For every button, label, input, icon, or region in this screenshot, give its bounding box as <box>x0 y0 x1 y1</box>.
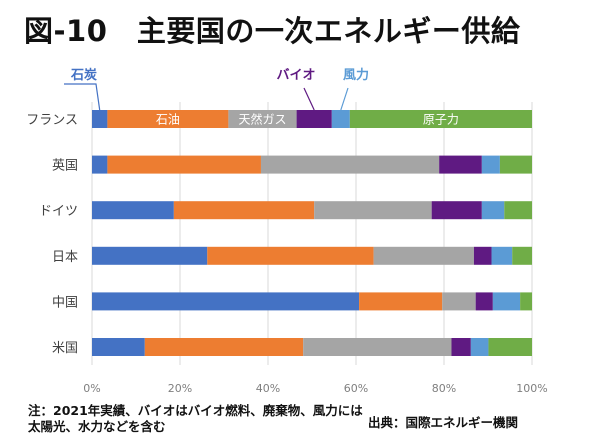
bar-segment <box>442 292 476 311</box>
category-label: 英国 <box>52 159 78 174</box>
x-tick-label: 20% <box>168 382 192 395</box>
category-label: フランス <box>26 113 78 128</box>
bar-segment <box>520 292 532 311</box>
bar-segment <box>349 110 532 128</box>
bar-segment <box>451 338 471 356</box>
callout-label: バイオ <box>276 68 315 83</box>
category-label: ドイツ <box>39 204 78 219</box>
bar-segment <box>481 155 500 174</box>
bar-segment <box>439 155 482 174</box>
bar-segment <box>296 110 332 128</box>
callout-line <box>340 87 349 111</box>
segment-label: 天然ガス <box>238 112 286 127</box>
bar-segment <box>92 155 108 174</box>
bar-segment <box>473 246 492 265</box>
x-tick-label: 100% <box>516 382 547 395</box>
callouts: 石炭 バイオ 風力 <box>64 67 369 111</box>
bar-segment <box>260 155 440 174</box>
bar-segment <box>314 201 432 220</box>
segment-label: 石油 <box>156 113 180 127</box>
bar-segment <box>431 201 482 220</box>
category-label: 米国 <box>52 341 78 356</box>
bars: 石油 天然ガス 原子力 <box>92 110 532 356</box>
bar-segment <box>107 110 229 128</box>
bar-segment <box>92 292 360 311</box>
gridlines <box>91 102 533 365</box>
bar-segment <box>144 338 304 356</box>
chart-title: 図-10 主要国の一次エネルギー供給 <box>24 14 521 48</box>
bar-segment <box>475 292 493 311</box>
x-tick-label: 0% <box>83 382 100 395</box>
bar-segment <box>107 155 261 174</box>
x-tick-label: 80% <box>432 382 456 395</box>
bar-segment <box>488 338 532 356</box>
bar-segment <box>492 292 521 311</box>
bar-segment <box>499 155 532 174</box>
bar-segment <box>173 201 315 220</box>
callout-label: 石炭 <box>70 67 97 83</box>
bar-segment <box>228 110 297 128</box>
bar-segment <box>92 110 108 128</box>
category-label: 中国 <box>52 295 78 310</box>
callout-line <box>64 83 101 111</box>
callout-line <box>303 87 315 111</box>
x-tick-label: 60% <box>344 382 368 395</box>
x-tick-labels: 0% 20% 40% 60% 80% 100% <box>83 382 547 395</box>
callout-label: 風力 <box>343 67 369 83</box>
bar-segment <box>303 338 452 356</box>
category-label: 日本 <box>52 250 78 265</box>
bar-segment <box>504 201 532 220</box>
bar-segment <box>512 246 532 265</box>
bar-segment <box>207 246 374 265</box>
bar-segment <box>359 292 443 311</box>
bar-segment <box>470 338 489 356</box>
bar-segment <box>92 246 208 265</box>
source-credit: 出典：国際エネルギー機関 <box>368 415 519 430</box>
bar-segment <box>481 201 505 220</box>
bar-segment <box>92 338 145 356</box>
bar-segment <box>331 110 350 128</box>
bar-segment <box>491 246 513 265</box>
segment-label: 原子力 <box>423 113 459 127</box>
x-tick-label: 40% <box>256 382 280 395</box>
bar-segment <box>92 201 174 220</box>
bar-segment <box>373 246 474 265</box>
footnote: 注：2021年実績、バイオはバイオ燃料、廃棄物、風力には太陽光、水力などを含む <box>28 403 363 434</box>
